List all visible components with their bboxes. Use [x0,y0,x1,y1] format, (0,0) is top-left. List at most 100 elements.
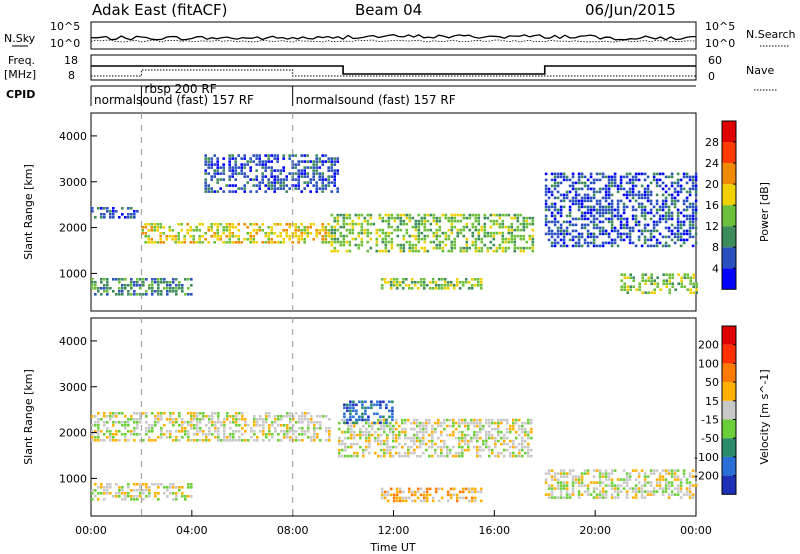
heatmap-cell [604,205,608,209]
heatmap-cell [103,421,106,424]
heatmap-cell [513,240,517,244]
heatmap-cell [124,492,127,495]
heatmap-cell [679,232,683,236]
heatmap-cell [231,157,234,160]
heatmap-cell [386,433,389,437]
heatmap-cell [634,175,638,179]
heatmap-cell [522,219,526,223]
heatmap-cell [676,178,680,182]
heatmap-cell [226,415,229,418]
heatmap-cell [360,243,364,247]
heatmap-cell [598,187,602,191]
heatmap-cell [649,469,653,472]
heatmap-cell [610,223,614,227]
heatmap-cell [625,193,629,197]
heatmap-cell [118,495,121,498]
heatmap-cell [506,448,509,452]
heatmap-cell [664,478,668,481]
heatmap-cell [556,487,560,490]
heatmap-cell [431,436,434,440]
heatmap-cell [583,175,587,179]
heatmap-cell [568,178,572,182]
heatmap-cell [601,208,605,212]
heatmap-cell [550,178,554,182]
heatmap-cell [127,284,130,287]
heatmap-cell [321,181,324,184]
heatmap-cell [395,445,398,449]
heatmap-cell [264,154,267,157]
heatmap-cell [351,237,355,241]
heatmap-cell [109,415,112,418]
heatmap-cell [211,418,214,421]
heatmap-cell [160,281,163,284]
heatmap-cell [249,157,252,160]
heatmap-cell [431,430,434,434]
heatmap-cell [431,424,434,428]
heatmap-cell [404,278,408,281]
heatmap-cell [237,229,240,232]
heatmap-cell [91,287,94,290]
heatmap-cell [420,231,424,235]
heatmap-cell [679,178,683,182]
heatmap-cell [166,430,169,433]
heatmap-cell [249,190,252,193]
heatmap-cell [459,249,463,253]
heatmap-cell [455,427,458,431]
heatmap-cell [544,223,548,227]
heatmap-cell [115,278,118,281]
heatmap-cell [327,241,330,244]
heatmap-cell [271,421,274,424]
heatmap-cell [474,237,478,241]
heatmap-cell [604,232,608,236]
heatmap-cell [419,445,422,449]
heatmap-cell [220,421,223,424]
x-tick-label: 12:00 [378,524,410,537]
heatmap-cell [519,213,523,217]
heatmap-cell [330,169,333,172]
heatmap-cell [279,181,282,184]
heatmap-cell [225,223,228,226]
heatmap-cell [262,421,265,424]
heatmap-cell [679,223,683,227]
heatmap-cell [492,213,496,217]
heatmap-cell [492,222,496,226]
heatmap-cell [321,226,324,229]
heatmap-cell [349,400,352,404]
heatmap-cell [189,229,192,232]
heatmap-cell [571,229,575,233]
heatmap-cell [103,489,106,492]
nsearch-tick-bottom: 10^0 [705,37,735,50]
heatmap-cell [530,418,533,422]
heatmap-cell [216,190,219,193]
heatmap-cell [190,427,193,430]
heatmap-cell [595,235,599,239]
heatmap-cell [386,499,390,503]
heatmap-cell [583,490,587,493]
heatmap-cell [186,223,189,226]
heatmap-cell [309,190,312,193]
heatmap-cell [124,424,127,427]
heatmap-cell [241,433,244,436]
heatmap-cell [426,228,430,232]
heatmap-cell [622,232,626,236]
heatmap-cell [453,219,457,223]
heatmap-cell [387,240,391,244]
heatmap-cell [288,157,291,160]
heatmap-cell [352,400,355,404]
heatmap-cell [626,276,629,279]
heatmap-cell [283,424,286,427]
heatmap-cell [178,284,181,287]
heatmap-cell [422,427,425,431]
heatmap-cell [350,442,353,446]
heatmap-cell [667,469,671,472]
heatmap-cell [694,208,698,212]
heatmap-cell [607,235,611,239]
heatmap-cell [307,418,310,421]
heatmap-cell [279,235,282,238]
heatmap-cell [650,276,653,279]
heatmap-cell [452,445,455,449]
heatmap-cell [353,430,356,434]
heatmap-cell [455,496,459,500]
heatmap-cell [148,284,151,287]
heatmap-cell [495,249,499,253]
